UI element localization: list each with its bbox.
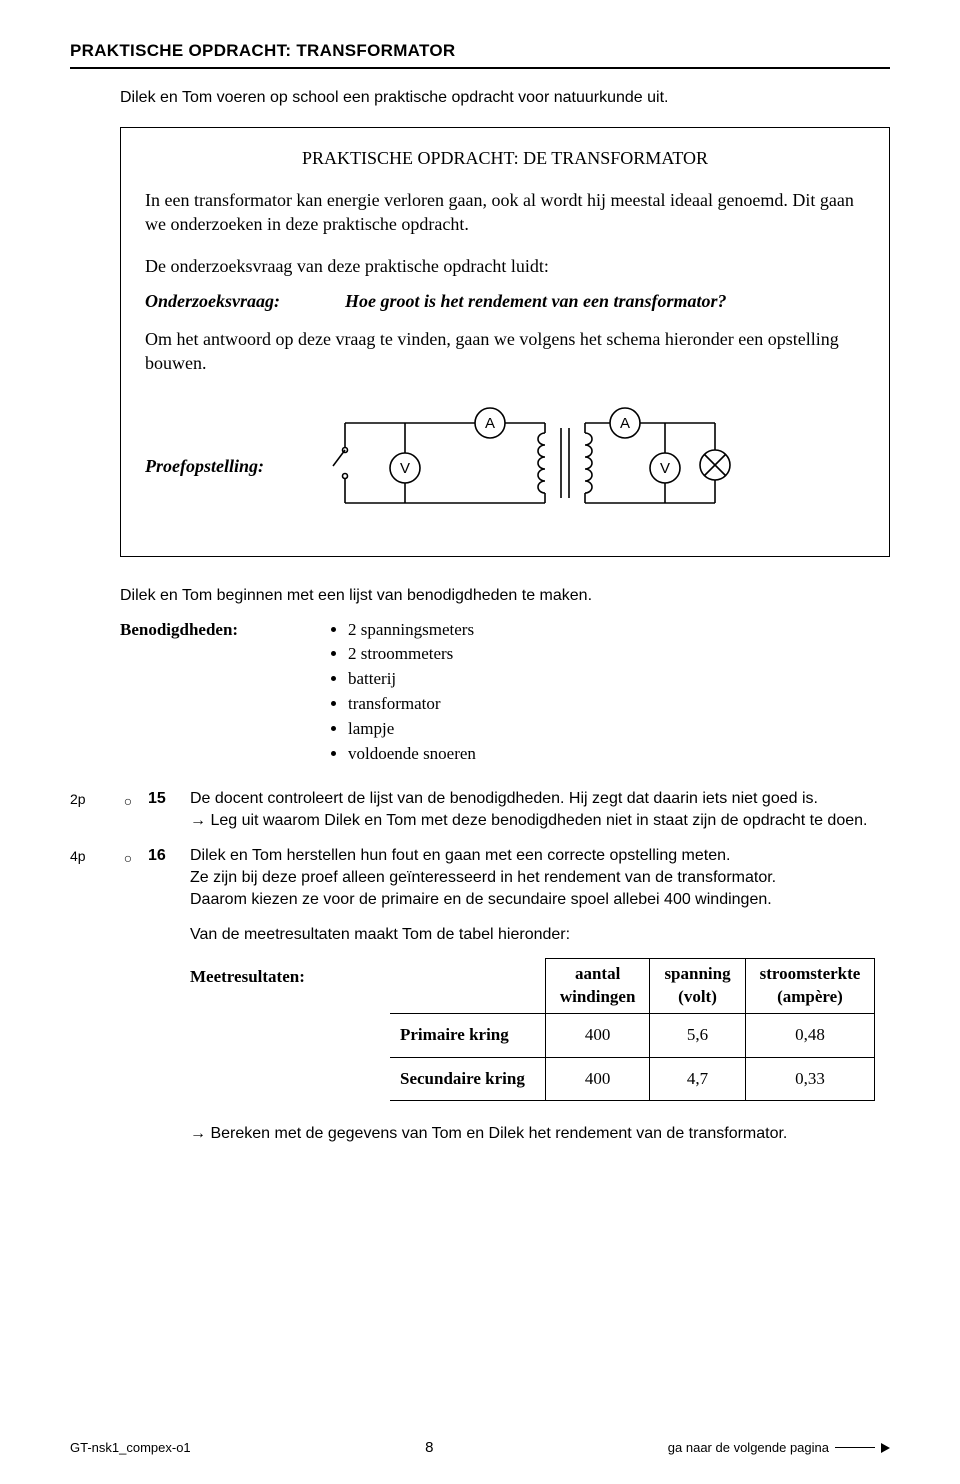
meetresultaten-label: Meetresultaten: <box>190 958 390 989</box>
cell: 4,7 <box>650 1057 745 1101</box>
footer-bar-icon <box>835 1447 875 1448</box>
list-item: 2 stroommeters <box>348 643 476 666</box>
q16-line2: Ze zijn bij deze proef alleen geïnteress… <box>190 867 890 889</box>
footer-left: GT-nsk1_compex-o1 <box>70 1439 191 1457</box>
benodigdheden-label: Benodigdheden: <box>120 619 330 769</box>
onderzoeksvraag-row: Onderzoeksvraag: Hoe groot is het rendem… <box>145 289 865 313</box>
list-item: batterij <box>348 668 476 691</box>
arrow-right-icon <box>881 1443 890 1453</box>
cell: 5,6 <box>650 1013 745 1057</box>
q16-marker: ○ <box>108 845 148 945</box>
list-item: voldoende snoeren <box>348 743 476 766</box>
q15-marker: ○ <box>108 788 148 831</box>
q16-final-arrow: Bereken met de gegevens van Tom en Dilek… <box>190 1123 890 1145</box>
circuit-diagram: A A V V <box>315 398 735 534</box>
q15-number: 15 <box>148 788 190 831</box>
row-label-primaire: Primaire kring <box>390 1013 545 1057</box>
proefopstelling-row: Proefopstelling: <box>145 398 865 534</box>
box-title: PRAKTISCHE OPDRACHT: DE TRANSFORMATOR <box>145 146 865 170</box>
footer-page-number: 8 <box>191 1438 668 1458</box>
list-item: 2 spanningsmeters <box>348 619 476 642</box>
col-stroom: stroomsterkte (ampère) <box>745 958 875 1013</box>
intro-text: Dilek en Tom voeren op school een prakti… <box>120 87 890 109</box>
list-item: lampje <box>348 718 476 741</box>
ammeter-1-label: A <box>485 415 495 432</box>
box-p2: De onderzoeksvraag van deze praktische o… <box>145 254 865 278</box>
onderzoeksvraag-label: Onderzoeksvraag: <box>145 289 345 313</box>
row-label-secundaire: Secundaire kring <box>390 1057 545 1101</box>
ammeter-2-label: A <box>620 415 630 432</box>
footer-right: ga naar de volgende pagina <box>668 1439 890 1457</box>
col-windingen: aantal windingen <box>545 958 650 1013</box>
table-blank-header <box>390 958 545 1013</box>
box-p1: In een transformator kan energie verlore… <box>145 188 865 237</box>
meetresultaten-block: Meetresultaten: aantal windingen spannin… <box>190 958 890 1102</box>
voltmeter-1-label: V <box>400 460 410 477</box>
q15-points: 2p <box>70 788 108 831</box>
table-row: Secundaire kring 400 4,7 0,33 <box>390 1057 875 1101</box>
q16-number: 16 <box>148 845 190 945</box>
onderzoeksvraag-text: Hoe groot is het rendement van een trans… <box>345 289 727 313</box>
cell: 0,33 <box>745 1057 875 1101</box>
voltmeter-2-label: V <box>660 460 670 477</box>
assignment-box: PRAKTISCHE OPDRACHT: DE TRANSFORMATOR In… <box>120 127 890 557</box>
box-p3: Om het antwoord op deze vraag te vinden,… <box>145 327 865 376</box>
cell: 0,48 <box>745 1013 875 1057</box>
q16-line4: Van de meetresultaten maakt Tom de tabel… <box>190 924 890 946</box>
question-15: 2p ○ 15 De docent controleert de lijst v… <box>70 788 890 831</box>
q15-line1: De docent controleert de lijst van de be… <box>190 788 890 810</box>
question-16: 4p ○ 16 Dilek en Tom herstellen hun fout… <box>70 845 890 945</box>
page-footer: GT-nsk1_compex-o1 8 ga naar de volgende … <box>70 1438 890 1458</box>
benodigdheden-list: 2 spanningsmeters 2 stroommeters batteri… <box>330 619 476 769</box>
table-row: Primaire kring 400 5,6 0,48 <box>390 1013 875 1057</box>
col-spanning: spanning (volt) <box>650 958 745 1013</box>
section-title: PRAKTISCHE OPDRACHT: TRANSFORMATOR <box>70 40 890 69</box>
proefopstelling-label: Proefopstelling: <box>145 454 315 478</box>
q16-line1: Dilek en Tom herstellen hun fout en gaan… <box>190 845 890 867</box>
cell: 400 <box>545 1057 650 1101</box>
cell: 400 <box>545 1013 650 1057</box>
benodigdheden-block: Benodigdheden: 2 spanningsmeters 2 stroo… <box>120 619 890 769</box>
list-item: transformator <box>348 693 476 716</box>
q16-line3: Daarom kiezen ze voor de primaire en de … <box>190 889 890 911</box>
q15-arrow: Leg uit waarom Dilek en Tom met deze ben… <box>190 810 890 832</box>
meetresultaten-table: aantal windingen spanning (volt) strooms… <box>390 958 875 1102</box>
after-box-text: Dilek en Tom beginnen met een lijst van … <box>120 585 890 607</box>
q16-points: 4p <box>70 845 108 945</box>
